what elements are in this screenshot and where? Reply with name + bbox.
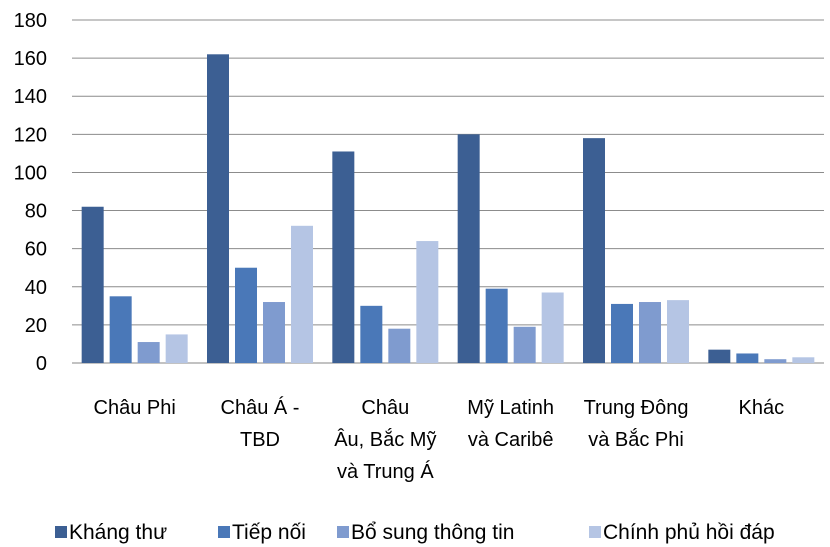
x-category-label: Khác [739, 397, 785, 419]
bar-0-5 [708, 349, 731, 363]
gridlines [72, 19, 824, 364]
y-tick-label: 40 [25, 277, 47, 299]
bar-0-2 [332, 151, 355, 363]
y-tick-label: 140 [14, 86, 47, 108]
x-axis-category-labels: Châu Phi Châu Á -TBD Châu Âu, Bắc Mỹ và Trun… [94, 396, 785, 483]
bar-2-3 [513, 326, 536, 363]
bar-3-0 [165, 334, 188, 363]
bar-0-1 [207, 54, 229, 364]
bar-3-5 [792, 357, 815, 363]
legend-swatch [55, 526, 67, 538]
legend-label: Chính phủ hồi đáp [603, 521, 775, 544]
legend: Kháng thư Tiếp nối Bổ sung thông tin Chính … [55, 521, 775, 544]
legend-swatch [218, 526, 230, 538]
bar-1-2 [360, 305, 383, 363]
x-category-label: Châu Á -TBD [221, 396, 300, 451]
legend-item: Tiếp nối [218, 521, 306, 544]
bar-3-2 [416, 241, 439, 363]
bars [81, 54, 815, 364]
legend-item: Bổ sung thông tin [337, 521, 514, 544]
bar-3-1 [291, 225, 313, 363]
legend-swatch [589, 526, 601, 538]
bar-2-0 [137, 342, 160, 363]
x-category-label: Mỹ Latinh và Caribê [467, 397, 554, 451]
bar-1-3 [485, 288, 508, 363]
y-tick-label: 20 [25, 315, 47, 337]
bar-2-4 [639, 302, 661, 363]
y-tick-label: 60 [25, 239, 47, 261]
y-tick-label: 160 [14, 48, 47, 70]
legend-label: Tiếp nối [232, 521, 306, 544]
y-tick-label: 80 [25, 201, 47, 223]
bar-1-4 [611, 303, 633, 363]
bar-0-3 [457, 134, 480, 363]
bar-3-3 [541, 292, 564, 363]
y-tick-label: 120 [14, 124, 47, 146]
legend-item: Kháng thư [55, 521, 167, 544]
bar-1-5 [736, 353, 759, 363]
bar-2-5 [764, 359, 787, 363]
y-tick-label: 0 [36, 353, 47, 375]
y-tick-label: 180 [14, 10, 47, 32]
bar-2-2 [388, 328, 411, 363]
legend-label: Kháng thư [69, 521, 167, 544]
y-axis-tick-labels: 0 20 40 60 80 100 120 140 160 180 [14, 10, 47, 375]
legend-item: Chính phủ hồi đáp [589, 521, 775, 544]
x-category-label: Trung Đông và Bắc Phi [584, 397, 689, 451]
bar-1-1 [235, 267, 257, 363]
bar-0-0 [81, 206, 104, 363]
legend-swatch [337, 526, 349, 538]
x-category-label: Châu Âu, Bắc Mỹ và Trung Á [334, 397, 436, 483]
y-tick-label: 100 [14, 162, 47, 184]
bar-3-4 [667, 300, 689, 363]
bar-2-1 [263, 302, 285, 363]
bar-0-4 [583, 138, 605, 363]
legend-label: Bổ sung thông tin [351, 521, 514, 544]
bar-1-0 [109, 296, 132, 363]
x-category-label: Châu Phi [94, 397, 176, 419]
